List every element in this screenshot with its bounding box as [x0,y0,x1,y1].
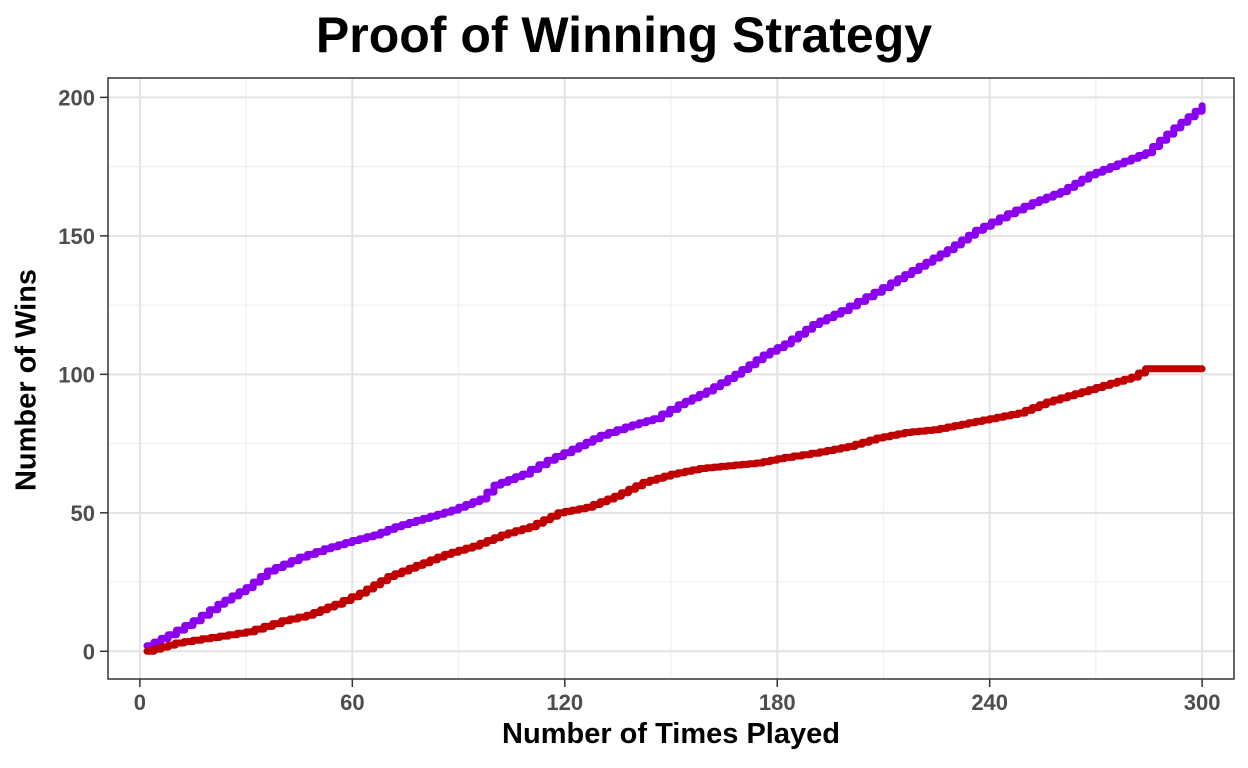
y-axis-title: Number of Wins [10,268,43,492]
x-tick-label: 180 [759,690,796,715]
y-tick-label: 150 [58,224,95,249]
plot-panel-border [107,77,1235,680]
x-tick-label: 240 [971,690,1008,715]
axis-ticks: 0 60 120 180 240 300 0 50 100 150 200 [58,85,1220,715]
series-line-2 [143,365,1206,655]
series-line-1 [143,102,1206,650]
y-tick-label: 200 [58,85,95,110]
x-tick-label: 0 [134,690,146,715]
x-tick-label: 120 [546,690,583,715]
series-lines [143,102,1206,655]
y-tick-label: 100 [58,362,95,387]
x-tick-label: 60 [340,690,364,715]
x-tick-label: 300 [1184,690,1221,715]
y-tick-label: 50 [71,501,95,526]
x-axis-title: Number of Times Played [502,718,840,750]
y-tick-label: 0 [83,639,95,664]
grid-lines [108,78,1234,679]
chart-title: Proof of Winning Strategy [315,7,933,63]
